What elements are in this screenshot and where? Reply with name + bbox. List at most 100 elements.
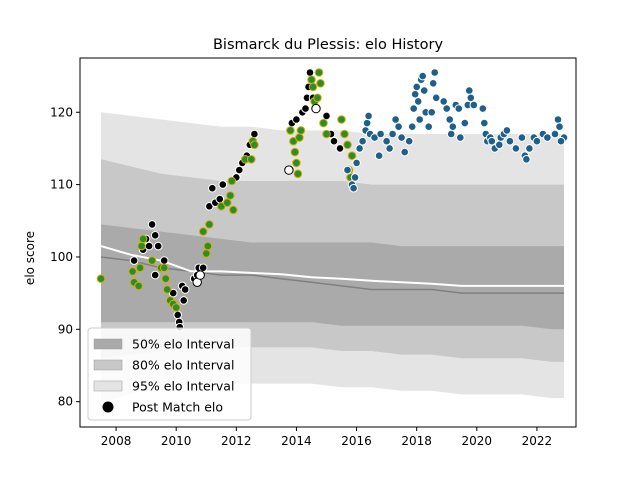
data-point — [227, 176, 237, 186]
data-point — [415, 115, 425, 124]
series-blue — [343, 68, 569, 193]
x-tick-label: 2010 — [161, 434, 192, 448]
x-tick-label: 2020 — [462, 434, 493, 448]
data-point — [428, 79, 438, 88]
data-point — [469, 100, 479, 110]
data-point — [349, 183, 358, 193]
data-point — [409, 104, 419, 113]
data-point — [465, 86, 474, 95]
data-point — [215, 194, 225, 204]
data-point — [205, 220, 214, 229]
legend-marker — [102, 401, 114, 413]
data-point — [430, 68, 440, 77]
data-point — [412, 82, 422, 92]
y-tick-label: 100 — [50, 250, 73, 264]
data-point — [153, 241, 163, 251]
data-point — [292, 158, 301, 168]
data-point — [413, 97, 423, 106]
legend-label: 50% elo Interval — [132, 337, 234, 352]
data-point — [171, 303, 181, 312]
x-tick-label: 2014 — [281, 434, 312, 448]
data-point — [150, 231, 160, 240]
data-point — [301, 104, 310, 113]
x-tick-label: 2022 — [522, 434, 553, 448]
data-point — [286, 126, 295, 135]
data-point — [352, 158, 361, 168]
data-point — [179, 296, 188, 305]
data-point — [147, 220, 157, 229]
legend-box — [87, 327, 252, 421]
data-point — [495, 140, 504, 150]
legend-label: 95% elo Interval — [132, 379, 234, 394]
data-point — [129, 256, 139, 265]
data-point — [532, 136, 542, 146]
data-point — [180, 285, 190, 294]
x-tick-label: 2012 — [221, 434, 252, 448]
data-point — [553, 115, 563, 124]
data-point — [407, 122, 417, 131]
data-point — [456, 133, 465, 142]
data-point — [556, 136, 566, 146]
y-tick-label: 120 — [50, 105, 73, 119]
data-point — [374, 151, 384, 160]
data-point — [337, 115, 346, 124]
data-point — [203, 241, 213, 251]
data-point — [410, 89, 420, 99]
data-point — [376, 129, 385, 139]
y-tick-label: 80 — [58, 395, 73, 409]
data-point — [147, 256, 157, 265]
data-point — [296, 126, 306, 135]
data-point — [250, 140, 259, 150]
data-point — [319, 118, 328, 128]
data-point — [427, 108, 437, 117]
data-point — [134, 281, 143, 291]
data-point — [466, 93, 476, 103]
band-50 — [101, 224, 564, 330]
data-point — [305, 68, 315, 77]
data-point — [195, 270, 205, 280]
data-point — [358, 136, 367, 146]
data-point — [480, 118, 489, 128]
data-point — [329, 136, 339, 146]
data-point — [218, 180, 228, 189]
data-point — [505, 136, 515, 146]
legend-swatch — [93, 380, 123, 392]
axes: 2008 2010 2012 2014 2016 2018 2020 2022 80 90 100 1… — [50, 57, 577, 448]
data-point — [418, 71, 428, 81]
y-tick-label: 110 — [50, 178, 73, 192]
data-point — [400, 147, 410, 157]
data-point — [347, 151, 357, 160]
data-point — [404, 136, 414, 146]
data-point — [525, 144, 534, 153]
data-point — [388, 129, 397, 139]
data-point — [522, 155, 531, 164]
data-point — [223, 198, 232, 207]
legend-label: 80% elo Interval — [132, 358, 234, 373]
data-point — [478, 104, 488, 113]
chart-title: Bismarck du Plessis: elo History — [213, 37, 443, 53]
x-tick-label: 2016 — [341, 434, 372, 448]
data-point — [162, 285, 172, 294]
data-point — [229, 205, 238, 215]
data-point — [135, 263, 145, 273]
data-point — [439, 97, 449, 106]
data-point — [314, 68, 324, 77]
data-point — [208, 183, 217, 193]
data-point — [391, 115, 400, 124]
data-point — [448, 122, 458, 131]
data-point — [322, 111, 331, 121]
data-point — [295, 133, 304, 142]
data-point — [322, 129, 331, 139]
data-point — [382, 136, 391, 146]
x-tick-label: 2018 — [401, 434, 432, 448]
legend-swatch — [93, 338, 123, 350]
data-point — [385, 144, 394, 153]
data-point — [502, 126, 512, 135]
data-point — [235, 165, 244, 175]
data-point — [290, 147, 300, 157]
data-point — [511, 144, 521, 153]
data-point — [550, 129, 560, 139]
data-point — [144, 241, 154, 251]
series-green — [96, 68, 357, 312]
